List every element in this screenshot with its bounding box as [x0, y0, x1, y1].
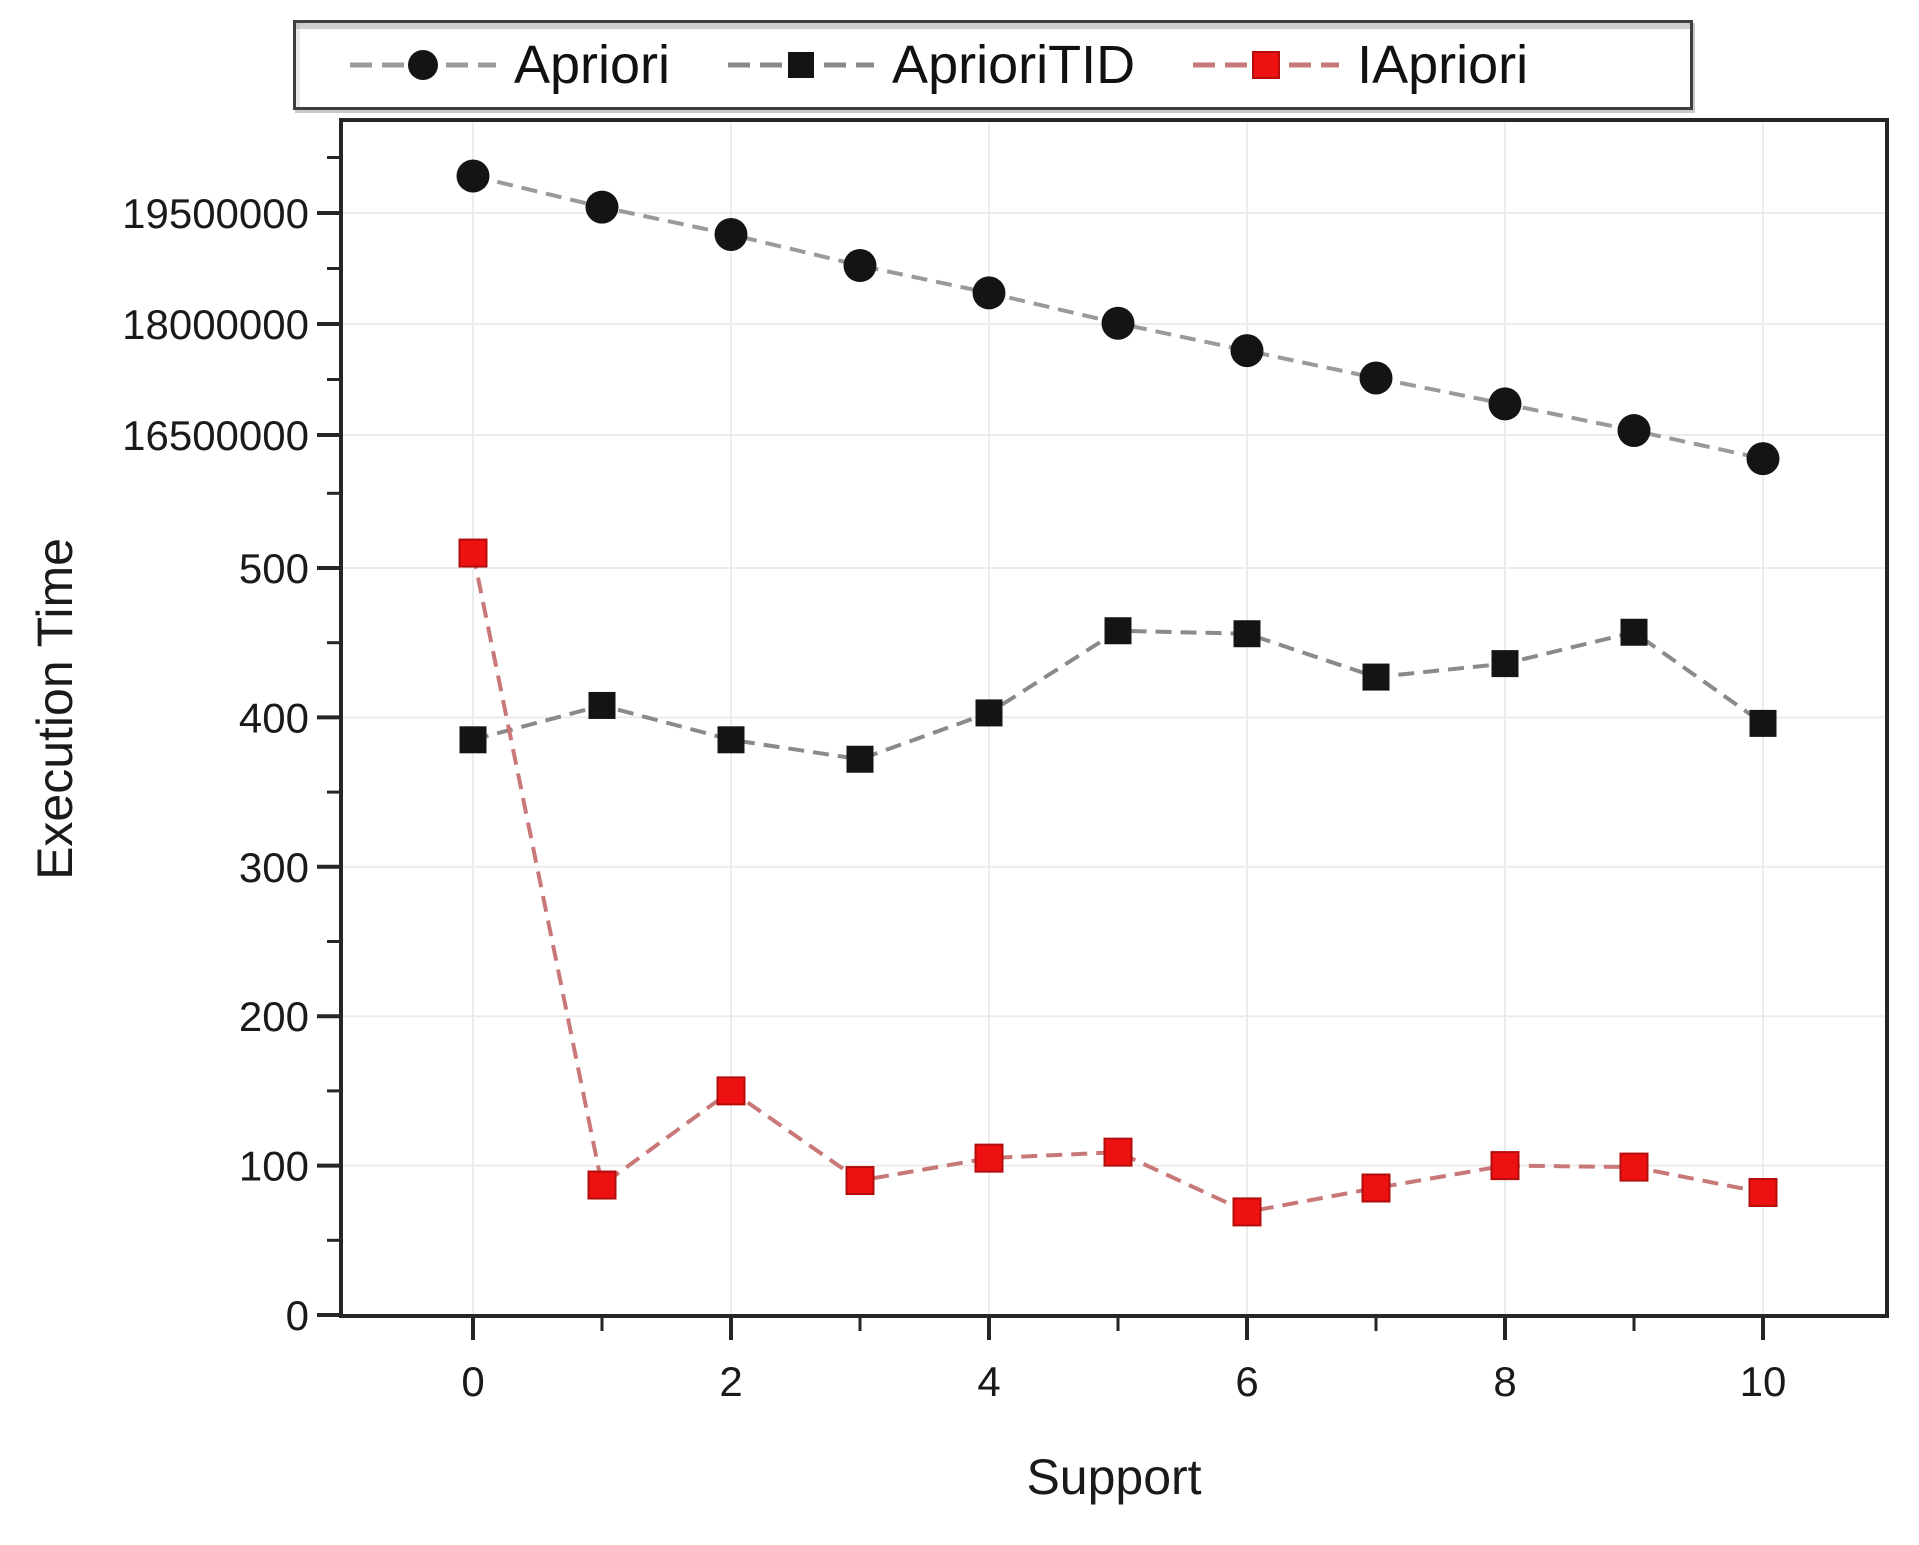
data-point-marker	[845, 1166, 875, 1196]
y-tick-label: 18000000	[122, 301, 309, 348]
legend-item-aprioritid: AprioriTID	[726, 34, 1135, 96]
data-point-marker	[587, 1170, 617, 1200]
legend-label-aprioritid: AprioriTID	[892, 35, 1136, 95]
data-point-marker	[1490, 1151, 1520, 1181]
legend-label-apriori: Apriori	[514, 35, 671, 95]
x-tick-label: 4	[977, 1358, 1000, 1405]
gridlines	[341, 120, 1887, 1316]
series-line	[472, 628, 1765, 762]
data-point-marker	[972, 276, 1006, 310]
x-axis-ticks: 0 2 4 6 8 10	[461, 1316, 1786, 1405]
data-point-marker	[1620, 618, 1648, 646]
apriori-circle-marker-icon	[350, 50, 496, 80]
data-point-marker	[1488, 387, 1522, 421]
data-point-marker	[1619, 1152, 1649, 1182]
data-point-marker	[588, 691, 616, 719]
y-axis-ticks: 0 100 200 300 400 500 16500000 18000000 19500000	[122, 156, 341, 1339]
series-apriori	[456, 159, 1780, 476]
data-point-marker	[975, 699, 1003, 727]
data-point-marker	[1491, 650, 1519, 678]
legend-item-apriori: Apriori	[348, 34, 670, 96]
x-tick-label: 6	[1235, 1358, 1258, 1405]
data-point-marker	[1749, 709, 1777, 737]
data-point-marker	[974, 1143, 1004, 1173]
y-tick-label: 300	[239, 844, 309, 891]
data-point-marker	[843, 249, 877, 283]
data-point-marker	[1230, 334, 1264, 368]
series-iapriori	[458, 538, 1778, 1227]
x-tick-label: 8	[1493, 1358, 1516, 1405]
data-point-marker	[1746, 442, 1780, 476]
data-point-marker	[1361, 1173, 1391, 1203]
legend-label-iapriori: IApriori	[1357, 35, 1529, 95]
y-tick-label: 400	[239, 694, 309, 741]
data-point-marker	[1617, 414, 1651, 448]
data-point-marker	[717, 726, 745, 754]
x-tick-label: 10	[1740, 1358, 1787, 1405]
data-point-marker	[846, 745, 874, 773]
y-tick-label: 100	[239, 1143, 309, 1190]
aprioritid-square-marker-icon	[728, 52, 875, 78]
x-tick-label: 2	[719, 1358, 742, 1405]
y-tick-label: 16500000	[122, 412, 309, 459]
y-tick-label: 0	[286, 1292, 309, 1339]
data-point-marker	[1748, 1177, 1778, 1207]
y-tick-label: 19500000	[122, 190, 309, 237]
data-point-marker	[585, 190, 619, 224]
series-line	[471, 552, 1764, 1214]
data-point-marker	[1359, 361, 1393, 395]
x-tick-label: 0	[461, 1358, 484, 1405]
data-point-marker	[1233, 620, 1261, 648]
data-point-marker	[1232, 1197, 1262, 1227]
series-aprioritid	[459, 617, 1777, 773]
y-axis-label: Execution Time	[27, 538, 83, 880]
data-point-marker	[1101, 306, 1135, 340]
iapriori-square-marker-icon	[1193, 51, 1340, 79]
data-point-marker	[1104, 617, 1132, 645]
data-point-marker	[1362, 663, 1390, 691]
data-point-marker	[456, 159, 490, 193]
y-tick-label: 200	[239, 993, 309, 1040]
x-axis-label: Support	[1026, 1449, 1202, 1505]
data-point-marker	[458, 538, 488, 568]
y-tick-label: 500	[239, 545, 309, 592]
data-point-marker	[714, 217, 748, 251]
data-point-marker	[1103, 1137, 1133, 1167]
data-point-marker	[459, 726, 487, 754]
legend-item-iapriori: IApriori	[1191, 34, 1528, 96]
chart-legend: Apriori AprioriTID IApriori	[293, 20, 1693, 110]
data-point-marker	[716, 1076, 746, 1106]
